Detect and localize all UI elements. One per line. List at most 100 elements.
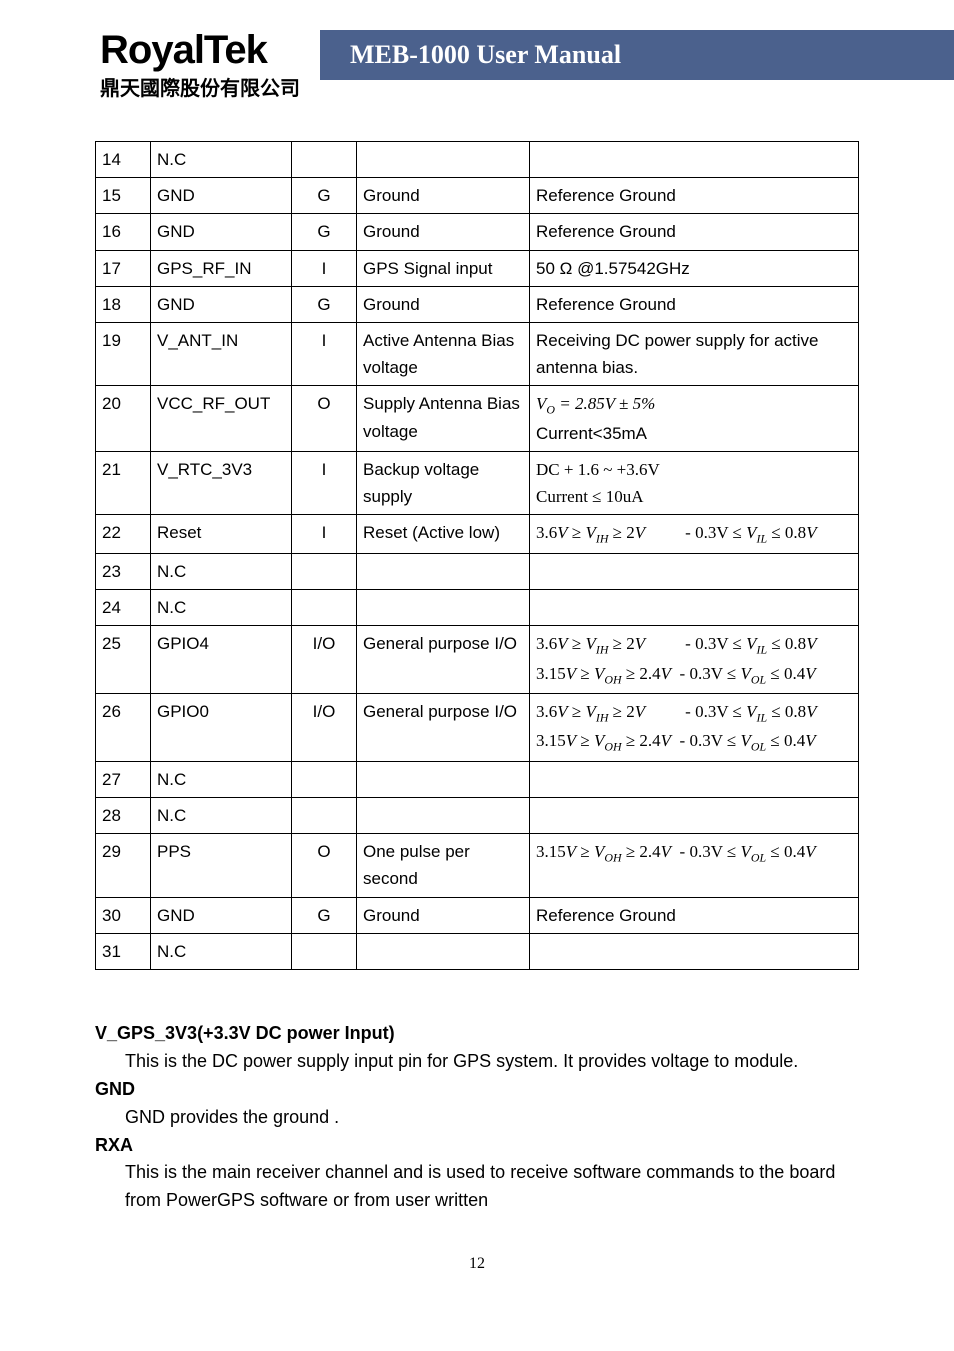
page-number: 12	[95, 1255, 859, 1273]
cell-characteristics: 3.15V ≥ VOH ≥ 2.4V - 0.3V ≤ VOL ≤ 0.4V	[530, 834, 859, 897]
cell-io-type	[292, 553, 357, 589]
cell-characteristics	[530, 142, 859, 178]
cell-characteristics	[530, 933, 859, 969]
cell-io-type: G	[292, 897, 357, 933]
section-body-vgps: This is the DC power supply input pin fo…	[95, 1048, 859, 1076]
cell-pin-name: V_ANT_IN	[151, 322, 292, 385]
cell-characteristics	[530, 553, 859, 589]
table-row: 19V_ANT_INIActive Antenna Bias voltageRe…	[96, 322, 859, 385]
cell-io-type: I/O	[292, 626, 357, 694]
manual-title: MEB-1000 User Manual	[320, 30, 954, 80]
cell-pin-number: 31	[96, 933, 151, 969]
cell-pin-name: N.C	[151, 933, 292, 969]
cell-io-type: G	[292, 178, 357, 214]
cell-description	[357, 761, 530, 797]
table-row: 31N.C	[96, 933, 859, 969]
cell-pin-number: 27	[96, 761, 151, 797]
table-row: 25GPIO4I/OGeneral purpose I/O3.6V ≥ VIH …	[96, 626, 859, 694]
cell-io-type: I/O	[292, 694, 357, 762]
cell-pin-name: N.C	[151, 798, 292, 834]
cell-io-type: I	[292, 322, 357, 385]
cell-characteristics: Reference Ground	[530, 286, 859, 322]
cell-io-type: I	[292, 515, 357, 553]
cell-pin-number: 19	[96, 322, 151, 385]
cell-io-type	[292, 933, 357, 969]
cell-description: Ground	[357, 286, 530, 322]
cell-io-type	[292, 798, 357, 834]
cell-pin-number: 29	[96, 834, 151, 897]
cell-io-type	[292, 142, 357, 178]
cell-io-type: G	[292, 214, 357, 250]
cell-pin-number: 17	[96, 250, 151, 286]
cell-pin-name: GPIO4	[151, 626, 292, 694]
cell-pin-name: GND	[151, 286, 292, 322]
section-head-rxa: RXA	[95, 1132, 859, 1160]
section-body-rxa: This is the main receiver channel and is…	[95, 1159, 859, 1215]
cell-pin-number: 16	[96, 214, 151, 250]
cell-pin-number: 20	[96, 386, 151, 452]
table-row: 22ResetIReset (Active low)3.6V ≥ VIH ≥ 2…	[96, 515, 859, 553]
cell-io-type: I	[292, 451, 357, 514]
section-head-gnd: GND	[95, 1076, 859, 1104]
section-head-vgps: V_GPS_3V3(+3.3V DC power Input)	[95, 1020, 859, 1048]
cell-pin-name: N.C	[151, 589, 292, 625]
table-row: 17GPS_RF_INIGPS Signal input50 Ω @1.5754…	[96, 250, 859, 286]
table-row: 23N.C	[96, 553, 859, 589]
cell-characteristics	[530, 589, 859, 625]
cell-pin-name: V_RTC_3V3	[151, 451, 292, 514]
cell-description: One pulse per second	[357, 834, 530, 897]
cell-description: Reset (Active low)	[357, 515, 530, 553]
cell-description: General purpose I/O	[357, 626, 530, 694]
cell-description: General purpose I/O	[357, 694, 530, 762]
cell-pin-number: 30	[96, 897, 151, 933]
cell-pin-number: 26	[96, 694, 151, 762]
cell-pin-name: GPS_RF_IN	[151, 250, 292, 286]
cell-pin-number: 18	[96, 286, 151, 322]
cell-pin-name: Reset	[151, 515, 292, 553]
cell-pin-number: 15	[96, 178, 151, 214]
cell-characteristics: Reference Ground	[530, 214, 859, 250]
cell-pin-name: GPIO0	[151, 694, 292, 762]
cell-description: Backup voltage supply	[357, 451, 530, 514]
cell-description: Ground	[357, 214, 530, 250]
cell-pin-name: PPS	[151, 834, 292, 897]
cell-io-type: G	[292, 286, 357, 322]
pin-descriptions: V_GPS_3V3(+3.3V DC power Input) This is …	[95, 1020, 859, 1215]
table-row: 24N.C	[96, 589, 859, 625]
cell-io-type: O	[292, 386, 357, 452]
cell-description	[357, 798, 530, 834]
table-row: 14N.C	[96, 142, 859, 178]
cell-pin-name: N.C	[151, 553, 292, 589]
cell-pin-name: N.C	[151, 142, 292, 178]
pin-table-body: 14N.C15GNDGGroundReference Ground16GNDGG…	[96, 142, 859, 970]
cell-characteristics: 3.6V ≥ VIH ≥ 2V- 0.3V ≤ VIL ≤ 0.8V3.15V …	[530, 694, 859, 762]
table-row: 15GNDGGroundReference Ground	[96, 178, 859, 214]
table-row: 30GNDGGroundReference Ground	[96, 897, 859, 933]
cell-pin-name: GND	[151, 897, 292, 933]
cell-characteristics: 50 Ω @1.57542GHz	[530, 250, 859, 286]
cell-pin-number: 22	[96, 515, 151, 553]
cell-pin-number: 21	[96, 451, 151, 514]
cell-description: Supply Antenna Bias voltage	[357, 386, 530, 452]
pin-table: 14N.C15GNDGGroundReference Ground16GNDGG…	[95, 141, 859, 970]
cell-io-type	[292, 589, 357, 625]
table-row: 26GPIO0I/OGeneral purpose I/O3.6V ≥ VIH …	[96, 694, 859, 762]
cell-pin-number: 28	[96, 798, 151, 834]
cell-description	[357, 553, 530, 589]
cell-description: Active Antenna Bias voltage	[357, 322, 530, 385]
cell-pin-name: GND	[151, 178, 292, 214]
section-body-gnd: GND provides the ground .	[95, 1104, 859, 1132]
cell-description: Ground	[357, 178, 530, 214]
cell-characteristics: Reference Ground	[530, 178, 859, 214]
table-row: 29PPSOOne pulse per second3.15V ≥ VOH ≥ …	[96, 834, 859, 897]
cell-pin-name: GND	[151, 214, 292, 250]
cell-io-type: I	[292, 250, 357, 286]
cell-description: Ground	[357, 897, 530, 933]
page-header: RoyalTek 鼎天國際股份有限公司 MEB-1000 User Manual	[0, 30, 954, 121]
document-page: RoyalTek 鼎天國際股份有限公司 MEB-1000 User Manual…	[0, 0, 954, 1313]
cell-characteristics: DC + 1.6 ~ +3.6VCurrent ≤ 10uA	[530, 451, 859, 514]
cell-characteristics: Receiving DC power supply for active ant…	[530, 322, 859, 385]
table-row: 20VCC_RF_OUTOSupply Antenna Bias voltage…	[96, 386, 859, 452]
cell-characteristics	[530, 761, 859, 797]
table-row: 27N.C	[96, 761, 859, 797]
